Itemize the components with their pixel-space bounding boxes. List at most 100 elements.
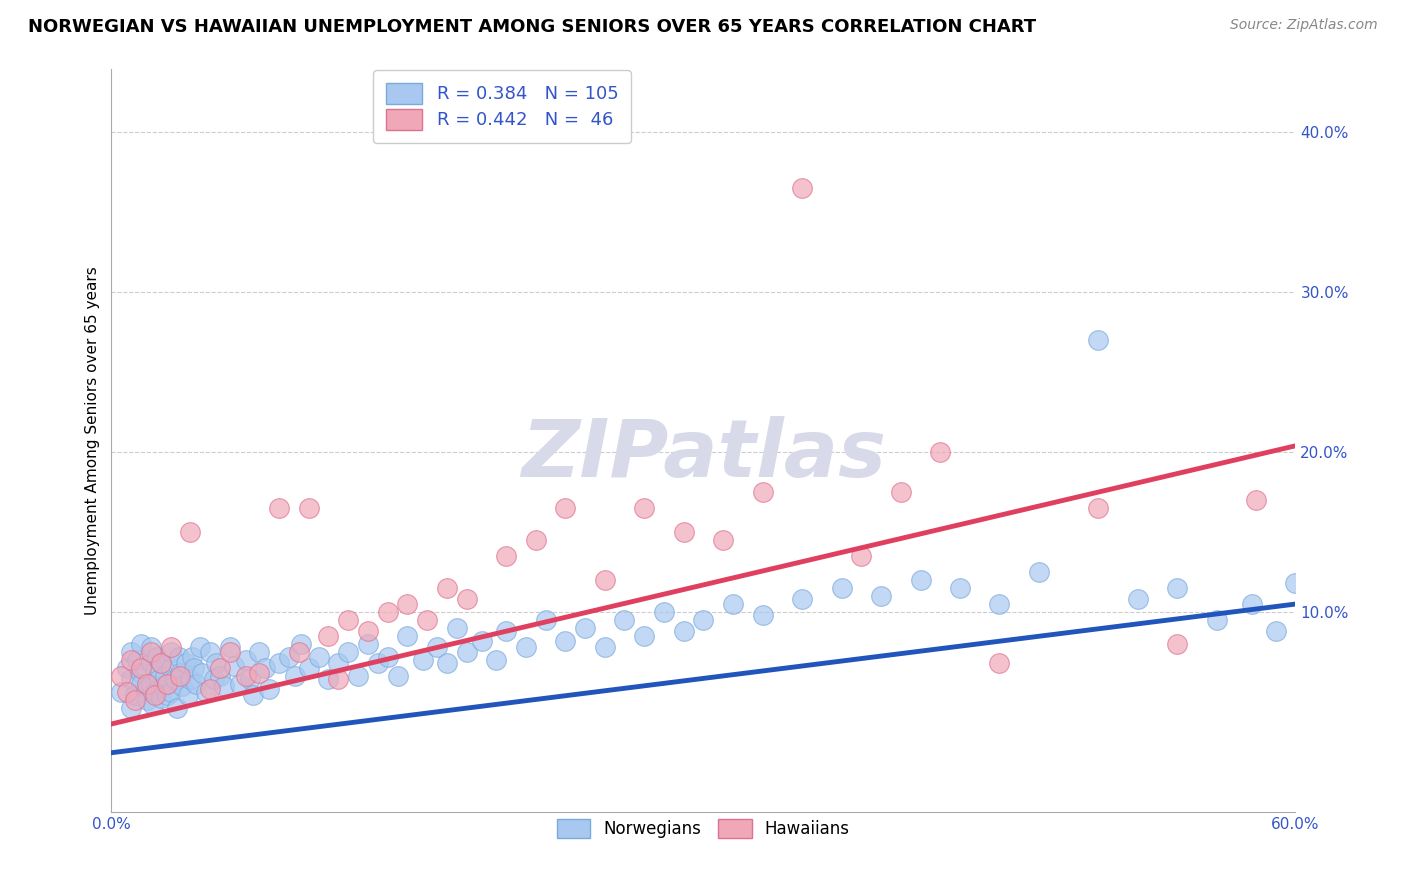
Point	[169, 669, 191, 683]
Point	[218, 645, 240, 659]
Point	[672, 624, 695, 639]
Point	[1028, 565, 1050, 579]
Point	[851, 549, 873, 563]
Point	[412, 653, 434, 667]
Point	[1205, 613, 1227, 627]
Point	[124, 688, 146, 702]
Point	[142, 698, 165, 712]
Point	[721, 597, 744, 611]
Point	[222, 659, 245, 673]
Point	[120, 701, 142, 715]
Point	[139, 640, 162, 655]
Point	[910, 573, 932, 587]
Point	[1166, 637, 1188, 651]
Point	[198, 681, 221, 696]
Point	[115, 685, 138, 699]
Point	[446, 621, 468, 635]
Point	[202, 672, 225, 686]
Point	[183, 661, 205, 675]
Point	[249, 645, 271, 659]
Point	[149, 691, 172, 706]
Point	[228, 677, 250, 691]
Point	[1241, 597, 1264, 611]
Point	[347, 669, 370, 683]
Point	[159, 645, 181, 659]
Point	[129, 677, 152, 691]
Point	[929, 445, 952, 459]
Point	[396, 629, 419, 643]
Point	[396, 597, 419, 611]
Point	[177, 688, 200, 702]
Point	[613, 613, 636, 627]
Point	[790, 592, 813, 607]
Point	[1087, 333, 1109, 347]
Point	[188, 640, 211, 655]
Point	[831, 581, 853, 595]
Text: Source: ZipAtlas.com: Source: ZipAtlas.com	[1230, 18, 1378, 32]
Point	[179, 672, 201, 686]
Point	[485, 653, 508, 667]
Point	[790, 181, 813, 195]
Point	[124, 693, 146, 707]
Point	[284, 669, 307, 683]
Point	[1244, 493, 1267, 508]
Legend: Norwegians, Hawaiians: Norwegians, Hawaiians	[550, 812, 856, 845]
Point	[711, 533, 734, 548]
Point	[436, 657, 458, 671]
Point	[288, 645, 311, 659]
Point	[139, 677, 162, 691]
Point	[1284, 576, 1306, 591]
Point	[172, 679, 194, 693]
Point	[328, 672, 350, 686]
Point	[143, 685, 166, 699]
Point	[208, 669, 231, 683]
Point	[176, 657, 198, 671]
Point	[633, 501, 655, 516]
Point	[186, 677, 208, 691]
Point	[328, 657, 350, 671]
Point	[751, 485, 773, 500]
Point	[890, 485, 912, 500]
Point	[495, 549, 517, 563]
Point	[318, 629, 340, 643]
Point	[269, 501, 291, 516]
Point	[153, 669, 176, 683]
Point	[167, 649, 190, 664]
Point	[1087, 501, 1109, 516]
Point	[191, 665, 214, 680]
Point	[198, 645, 221, 659]
Point	[181, 649, 204, 664]
Point	[593, 640, 616, 655]
Point	[125, 653, 148, 667]
Point	[554, 633, 576, 648]
Point	[148, 672, 170, 686]
Point	[387, 669, 409, 683]
Point	[524, 533, 547, 548]
Point	[166, 701, 188, 715]
Point	[235, 669, 257, 683]
Point	[593, 573, 616, 587]
Point	[149, 657, 172, 671]
Point	[471, 633, 494, 648]
Point	[110, 685, 132, 699]
Point	[652, 605, 675, 619]
Point	[249, 665, 271, 680]
Point	[242, 688, 264, 702]
Point	[129, 665, 152, 680]
Point	[120, 672, 142, 686]
Point	[120, 653, 142, 667]
Point	[163, 672, 186, 686]
Point	[212, 679, 235, 693]
Point	[495, 624, 517, 639]
Point	[357, 624, 380, 639]
Point	[129, 661, 152, 675]
Point	[672, 525, 695, 540]
Point	[195, 685, 218, 699]
Point	[146, 649, 169, 664]
Point	[254, 661, 277, 675]
Text: ZIPatlas: ZIPatlas	[522, 416, 886, 494]
Point	[456, 645, 478, 659]
Point	[337, 613, 360, 627]
Point	[238, 672, 260, 686]
Point	[120, 645, 142, 659]
